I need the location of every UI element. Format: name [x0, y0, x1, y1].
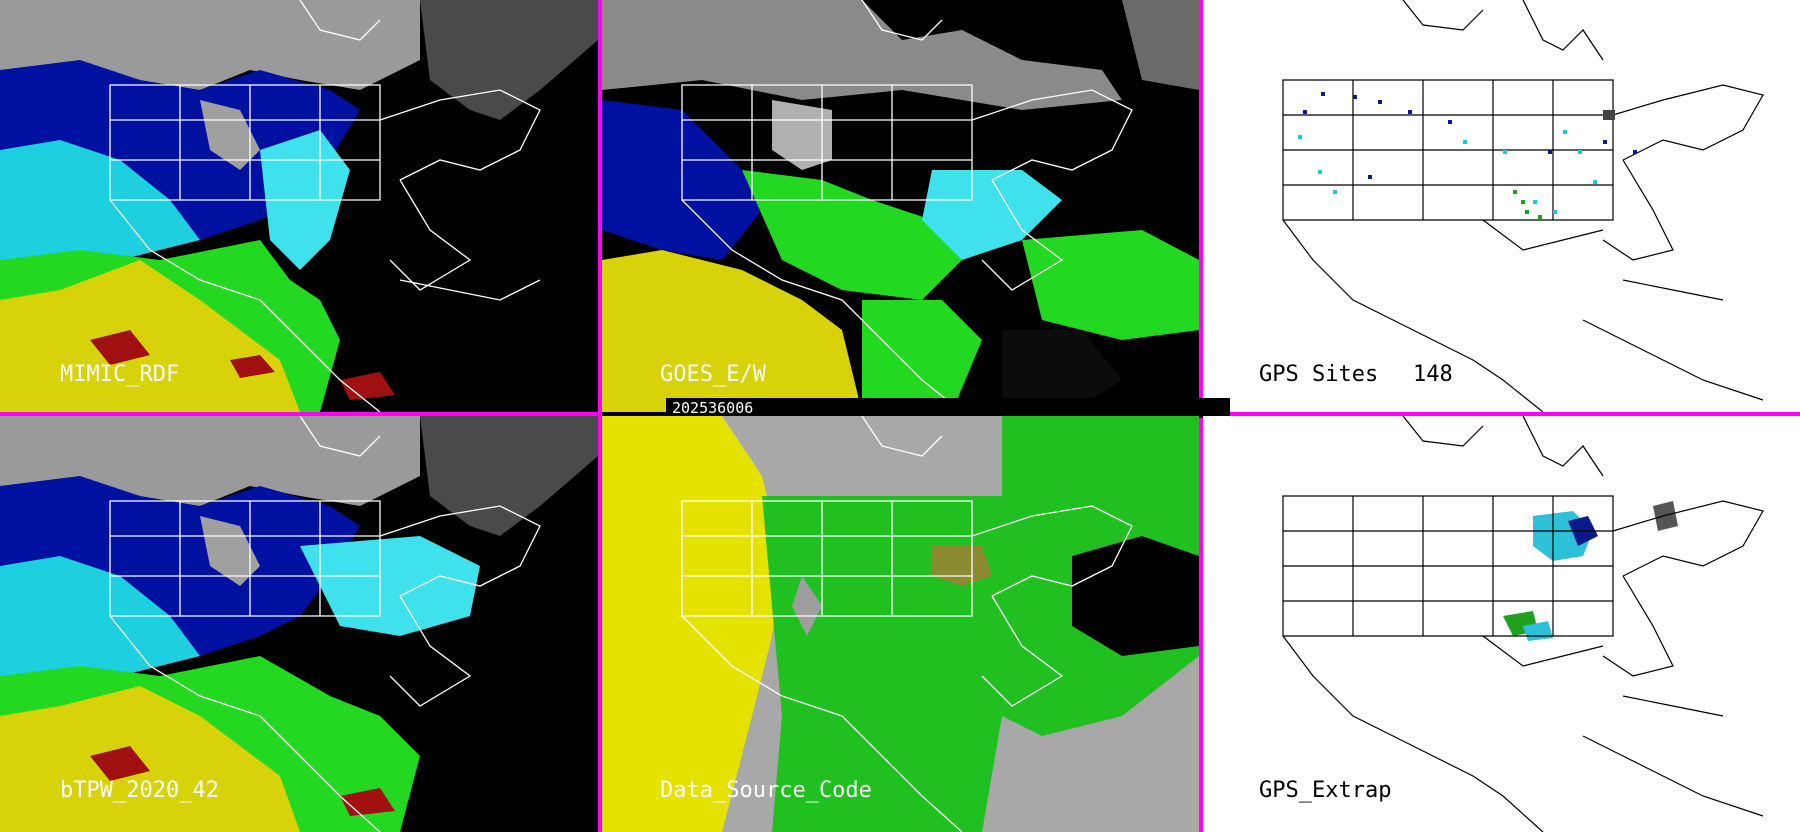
panel-gps-extrap: GPS_Extrap	[1203, 416, 1800, 832]
divider-vertical-left	[598, 0, 602, 832]
panel-gps-sites: GPS Sites 148	[1203, 0, 1800, 412]
panel-label: GOES_E/W	[660, 362, 766, 387]
timestamp: 202536006	[672, 399, 754, 417]
map-gps-sites	[1203, 0, 1800, 412]
panel-goes-ew: GOES_E/W	[602, 0, 1199, 412]
timestamp-bar: 202536006	[666, 398, 1230, 418]
map-goes-ew	[602, 0, 1199, 412]
panel-label: bTPW_2020_42	[60, 778, 219, 803]
panel-label: MIMIC_RDF	[60, 362, 180, 387]
panel-label: Data_Source_Code	[660, 778, 872, 803]
panel-label: GPS Sites	[1259, 362, 1379, 387]
map-gps-extrap	[1203, 416, 1800, 832]
divider-horizontal-right	[1203, 412, 1800, 416]
panel-data-source-code: Data_Source_Code	[602, 416, 1199, 832]
panel-mimic-rdf: MIMIC_RDF	[0, 0, 598, 412]
panel-label: GPS_Extrap	[1259, 778, 1392, 803]
map-data-source-code	[602, 416, 1199, 832]
map-mimic-rdf	[0, 0, 598, 412]
panel-btpw: bTPW_2020_42	[0, 416, 598, 832]
divider-horizontal-left	[0, 412, 598, 416]
gps-site-count: 148	[1413, 362, 1453, 387]
map-btpw	[0, 416, 598, 832]
